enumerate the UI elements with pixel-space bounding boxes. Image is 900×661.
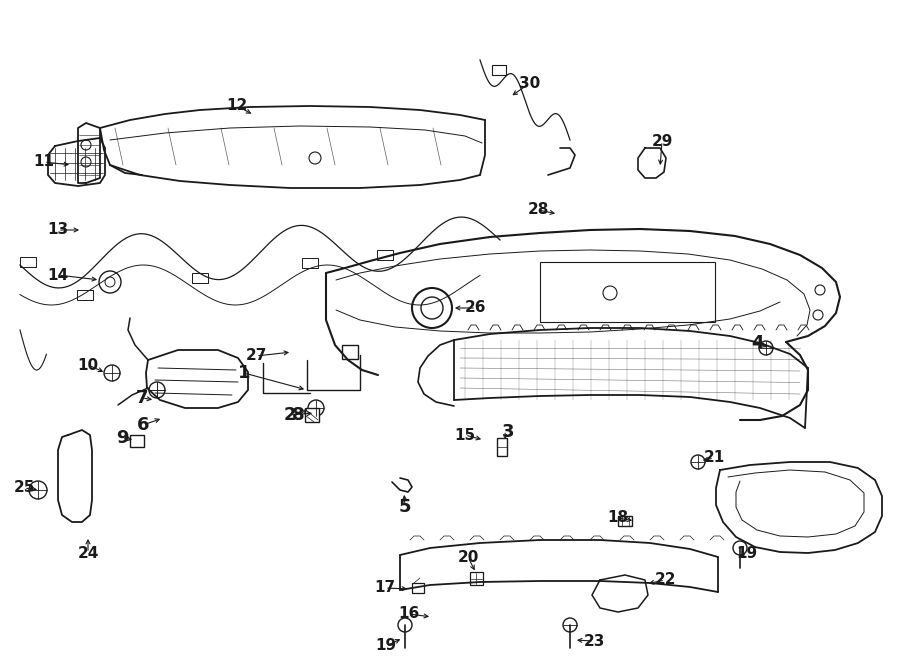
Text: 14: 14 [48,268,68,282]
Text: 12: 12 [227,98,248,114]
Text: 24: 24 [77,545,99,561]
Text: 3: 3 [502,423,514,441]
Bar [192,273,208,283]
Text: 26: 26 [465,301,487,315]
Text: 29: 29 [652,134,672,149]
Bar [20,257,36,267]
Text: 19: 19 [375,639,397,654]
Text: 2: 2 [284,406,296,424]
Text: 18: 18 [608,510,628,525]
Text: 30: 30 [519,75,541,91]
Bar [302,258,318,268]
Bar [130,435,144,447]
Bar [377,250,393,260]
Text: 21: 21 [704,451,725,465]
Text: 11: 11 [33,155,55,169]
Text: 10: 10 [77,358,99,373]
Bar [412,583,424,593]
Bar [342,345,358,359]
Text: 7: 7 [136,389,149,407]
Text: 22: 22 [654,572,676,588]
Bar [470,572,483,585]
Bar [618,516,632,526]
Bar [305,408,319,422]
Text: 8: 8 [292,406,304,424]
Text: 20: 20 [457,549,479,564]
Text: 28: 28 [527,202,549,217]
Text: 19: 19 [736,545,758,561]
Text: 15: 15 [454,428,475,442]
Text: 4: 4 [751,334,763,352]
Text: 27: 27 [246,348,266,364]
Bar [540,262,715,322]
Bar [77,290,93,300]
Text: 5: 5 [399,498,411,516]
Text: 6: 6 [137,416,149,434]
Text: 9: 9 [116,429,128,447]
Bar [497,438,507,456]
Text: 17: 17 [374,580,396,596]
Text: 16: 16 [399,607,419,621]
Bar [492,65,506,75]
Text: 13: 13 [48,223,68,237]
Text: 23: 23 [583,633,605,648]
Text: 1: 1 [238,364,250,382]
Text: 25: 25 [14,481,35,496]
